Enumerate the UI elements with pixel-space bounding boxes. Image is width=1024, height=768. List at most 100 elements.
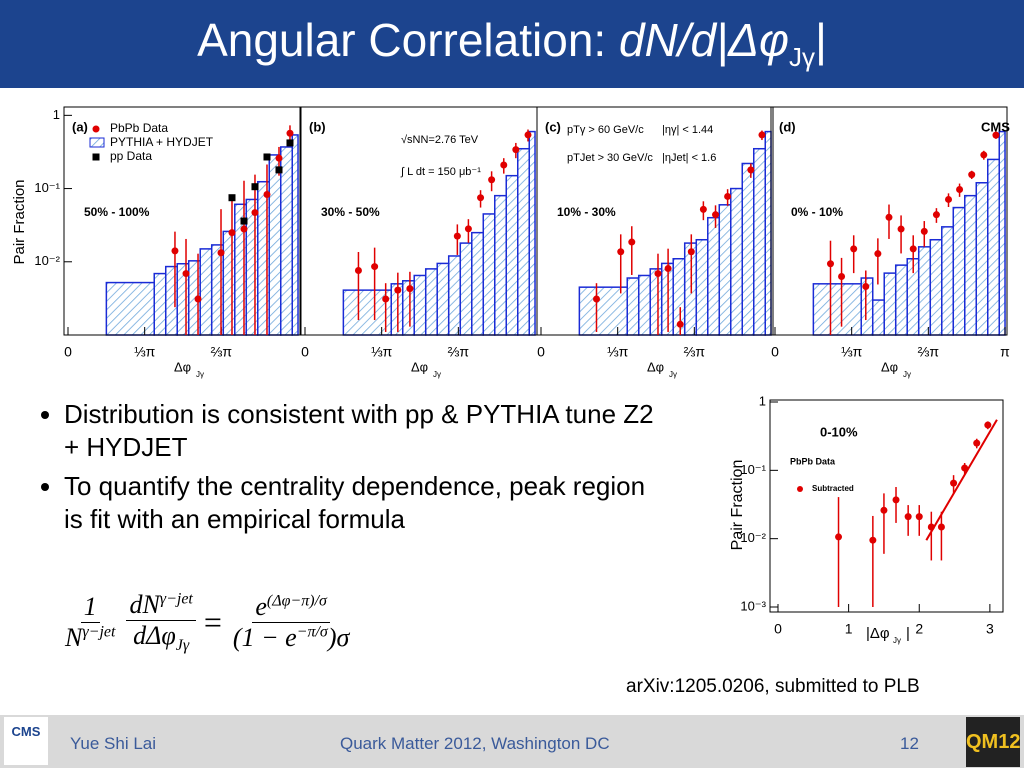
histogram-bar xyxy=(987,158,1000,336)
histogram-bar xyxy=(153,272,167,336)
histogram-bar xyxy=(413,274,427,336)
point xyxy=(488,176,496,184)
x-label-end: | xyxy=(906,625,910,642)
point xyxy=(920,227,928,235)
point xyxy=(956,186,964,194)
y-tick-label: 10⁻³ xyxy=(740,598,766,613)
x-tick-label: π xyxy=(1000,344,1010,360)
sup: γ−jet xyxy=(82,623,116,641)
note: √sNN=2.76 TeV xyxy=(401,134,479,146)
x-tick-label: ⅓π xyxy=(841,344,863,360)
x-tick-label: ⅓π xyxy=(607,344,629,360)
x-label: Δφ xyxy=(881,359,898,374)
frame xyxy=(63,106,301,336)
note: pTγ > 60 GeV/c xyxy=(567,124,644,136)
histogram-bar xyxy=(883,272,897,336)
fit-line xyxy=(925,419,998,541)
centrality: 0% - 10% xyxy=(791,205,843,219)
histogram-bar xyxy=(482,213,496,336)
histogram-bar xyxy=(494,194,508,336)
legend-label: Subtracted xyxy=(812,484,854,493)
sub: Jγ xyxy=(175,637,190,655)
title: Angular Correlation: xyxy=(197,14,619,66)
page-number: 12 xyxy=(900,734,919,753)
histogram-bar xyxy=(941,226,955,336)
point xyxy=(394,286,402,294)
point xyxy=(950,479,958,487)
y-label: Pair Fraction xyxy=(11,179,28,264)
sup: −π/σ xyxy=(296,623,328,641)
legend-marker xyxy=(89,137,105,148)
chart-subtitle: PbPb Data xyxy=(790,456,836,466)
frame xyxy=(536,106,774,336)
x-tick-label: 0 xyxy=(64,344,72,360)
x-tick-label: 3 xyxy=(986,621,994,637)
bullet: To quantify the centrality dependence, p… xyxy=(64,470,664,536)
point xyxy=(286,139,294,147)
x-label-sub: Jγ xyxy=(196,370,204,379)
histogram-bar xyxy=(105,281,155,336)
bullets: Distribution is consistent with pp & PYT… xyxy=(28,398,664,542)
histogram-bar xyxy=(245,198,259,336)
den-end: )σ xyxy=(327,623,350,653)
point xyxy=(904,513,912,521)
author: Yue Shi Lai xyxy=(70,734,157,753)
point xyxy=(850,245,858,253)
point xyxy=(712,211,720,219)
point xyxy=(980,151,988,159)
histogram-bar xyxy=(683,242,698,336)
num: e(Δφ−π)/σ xyxy=(252,592,330,624)
histogram-bar xyxy=(741,162,755,336)
point xyxy=(275,166,283,174)
fraction: dNγ−jet dΔφJγ xyxy=(126,590,196,655)
den: N xyxy=(65,623,83,653)
num: dNγ−jet xyxy=(126,590,196,621)
num: 1 xyxy=(80,592,100,624)
histogram-bar xyxy=(707,216,721,336)
den: dΔφ xyxy=(133,621,176,650)
point xyxy=(664,264,672,272)
histogram-bar xyxy=(471,231,485,336)
point xyxy=(228,229,236,237)
histogram-bar xyxy=(222,230,236,336)
x-label: Δφ xyxy=(174,359,191,374)
point xyxy=(968,171,976,179)
point xyxy=(453,232,461,240)
point xyxy=(263,190,271,198)
histogram-bar xyxy=(718,204,732,336)
legend-label: PYTHIA + HYDJET xyxy=(110,135,214,149)
x-tick-label: 0 xyxy=(301,344,309,360)
x-label-sub: Jγ xyxy=(433,370,441,379)
sup: (Δφ−π)/σ xyxy=(266,592,327,610)
histogram-bar xyxy=(998,130,1006,336)
y-tick-label: 1 xyxy=(53,107,60,122)
point xyxy=(687,248,695,256)
point xyxy=(617,248,625,256)
point xyxy=(869,536,877,544)
chart-title: 0-10% xyxy=(820,424,858,439)
equals: = xyxy=(203,604,222,641)
x-tick-label: ⅔π xyxy=(918,344,940,360)
panel-label: (a) xyxy=(72,119,88,134)
den: dΔφJγ xyxy=(130,621,192,655)
point xyxy=(194,295,202,303)
centrality: 50% - 100% xyxy=(84,205,150,219)
note: pTJet > 30 GeV/c xyxy=(567,152,653,164)
fraction: e(Δφ−π)/σ (1 − e−π/σ)σ xyxy=(230,592,352,653)
panel-label: (c) xyxy=(545,119,561,134)
histogram-bar xyxy=(695,238,709,336)
point xyxy=(862,282,870,290)
x-label-sub: Jγ xyxy=(669,370,677,379)
logo-right: QM12 xyxy=(966,717,1020,767)
point xyxy=(464,225,472,233)
point xyxy=(826,260,834,268)
point xyxy=(758,131,766,139)
point xyxy=(524,131,532,139)
point xyxy=(628,238,636,246)
histogram-bar xyxy=(517,147,530,336)
den: (1 − e−π/σ)σ xyxy=(230,623,352,653)
histogram-bar xyxy=(649,268,663,336)
point xyxy=(286,129,294,137)
bullet: Distribution is consistent with pp & PYT… xyxy=(64,398,664,464)
y-label: Pair Fraction xyxy=(729,460,746,551)
